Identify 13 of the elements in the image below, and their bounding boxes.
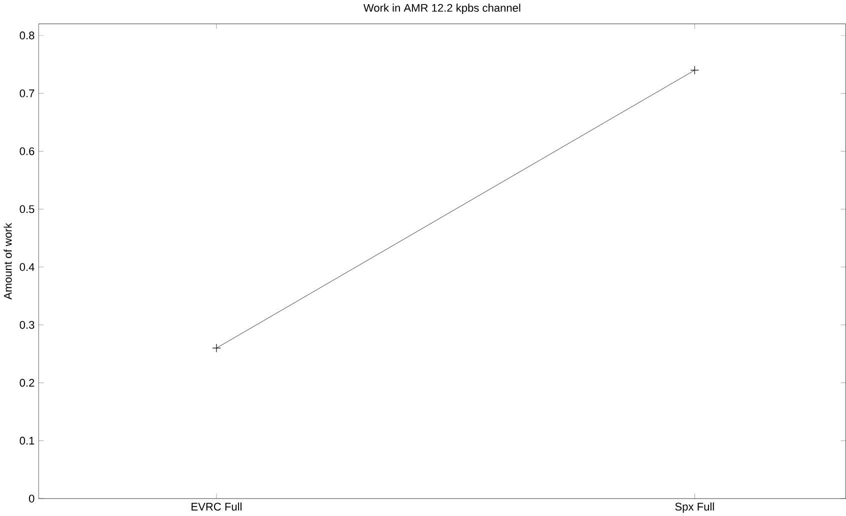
y-tick-label: 0.7	[20, 89, 34, 98]
y-tick-label: 0.6	[20, 147, 34, 155]
y-axis-title: Amount of work	[4, 222, 12, 300]
y-tick-label: 0.2	[20, 378, 34, 386]
chart-title: Work in AMR 12.2 kpbs channel	[363, 3, 520, 14]
y-tick-label: 0.4	[20, 262, 34, 271]
y-tick-label: 0.8	[20, 31, 34, 40]
x-tick-label: EVRC Full	[192, 502, 242, 510]
x-tick-label: Spx Full	[675, 502, 714, 513]
y-tick-label: 0	[28, 494, 34, 502]
y-tick-label: 0.5	[20, 205, 34, 213]
y-tick-label: 0.1	[20, 436, 34, 444]
y-tick-label: 0.3	[20, 320, 34, 329]
